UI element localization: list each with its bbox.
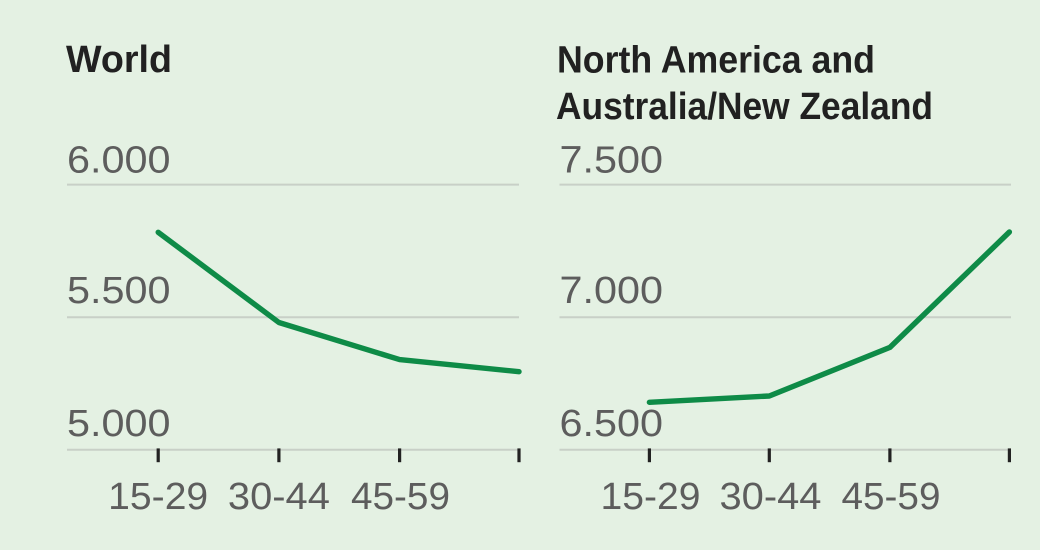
svg-text:45-59: 45-59 (351, 476, 450, 518)
svg-text:World: World (66, 39, 172, 81)
svg-text:15-29: 15-29 (108, 476, 208, 518)
svg-text:7.500: 7.500 (560, 140, 664, 182)
svg-text:45-59: 45-59 (842, 476, 941, 518)
svg-text:15-29: 15-29 (601, 476, 701, 518)
svg-text:30-44: 30-44 (720, 476, 822, 518)
svg-text:6.500: 6.500 (560, 403, 664, 445)
svg-text:7.000: 7.000 (560, 270, 664, 312)
svg-text:North America and: North America and (557, 39, 875, 81)
svg-text:5.000: 5.000 (67, 403, 171, 445)
svg-text:5.500: 5.500 (67, 270, 171, 312)
svg-text:30-44: 30-44 (228, 476, 330, 518)
svg-text:6.000: 6.000 (67, 140, 171, 182)
svg-text:Australia/New Zealand: Australia/New Zealand (556, 86, 933, 128)
